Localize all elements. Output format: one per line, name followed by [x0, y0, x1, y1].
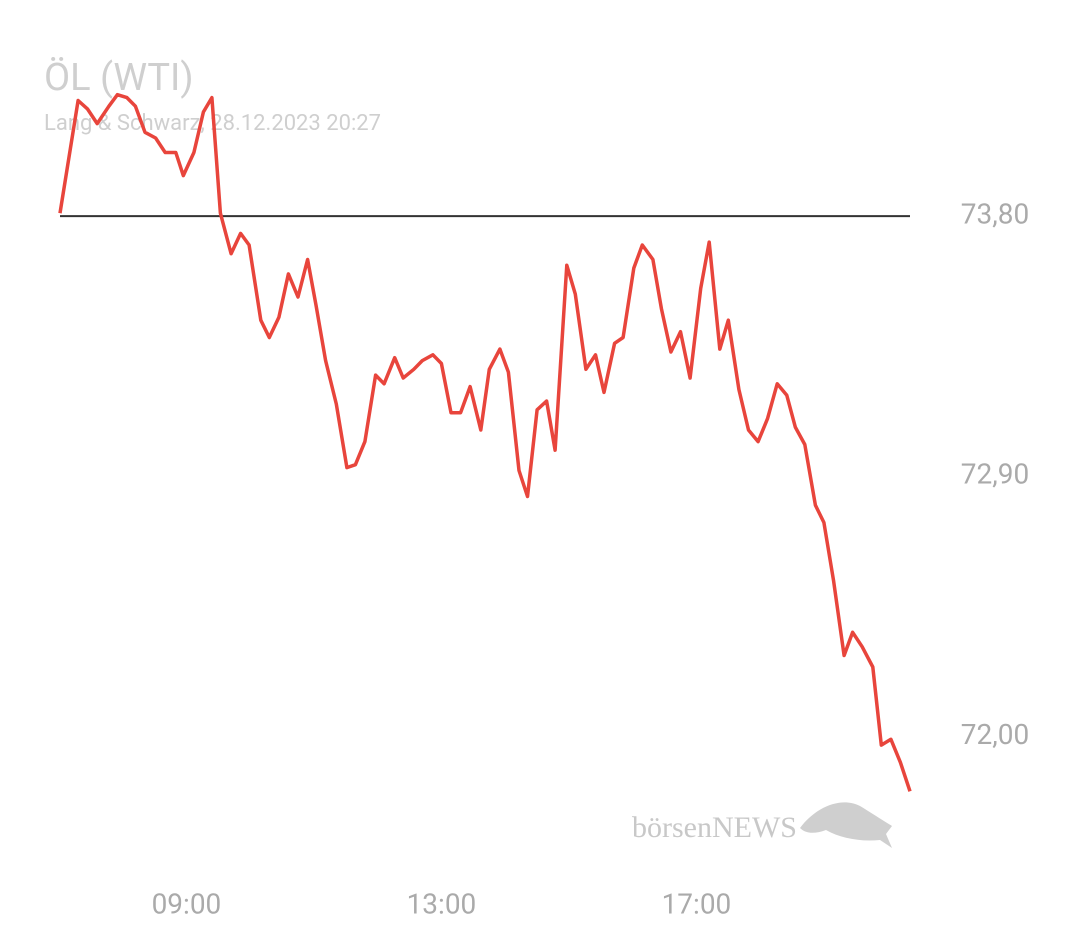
watermark-logo: [800, 802, 892, 848]
price-line: [58, 92, 912, 792]
y-tick-label: 73,80: [961, 197, 1029, 230]
y-tick-label: 72,00: [961, 718, 1029, 751]
x-tick-label: 17:00: [662, 887, 732, 920]
chart-title: ÖL (WTI): [44, 55, 194, 100]
watermark: börsenNEWS: [632, 811, 797, 844]
y-tick-label: 72,90: [961, 458, 1029, 491]
x-tick-label: 09:00: [152, 887, 222, 920]
x-tick-label: 13:00: [407, 887, 477, 920]
